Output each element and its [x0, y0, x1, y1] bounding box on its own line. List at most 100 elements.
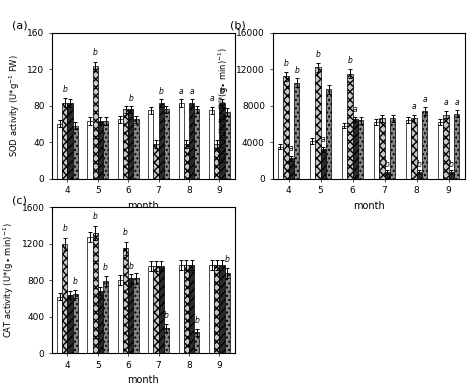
Bar	[347, 74, 353, 179]
Bar	[92, 233, 98, 353]
Bar	[148, 110, 154, 179]
Bar	[225, 273, 230, 353]
Bar	[422, 111, 428, 179]
Bar	[219, 103, 225, 179]
Bar	[98, 291, 103, 353]
Bar	[179, 265, 184, 353]
Text: b: b	[93, 48, 98, 57]
Bar	[194, 109, 200, 179]
Bar	[179, 103, 184, 179]
Bar	[342, 126, 347, 179]
Bar	[184, 144, 189, 179]
Text: b: b	[73, 277, 78, 286]
Bar	[159, 266, 164, 353]
Text: b: b	[62, 224, 67, 233]
Text: b: b	[294, 66, 299, 74]
Bar	[353, 119, 358, 179]
Bar	[87, 237, 92, 353]
Bar	[390, 118, 395, 179]
Bar	[87, 121, 92, 179]
Bar	[194, 332, 200, 353]
Bar	[417, 172, 422, 179]
Bar	[209, 265, 214, 353]
Text: b: b	[417, 159, 422, 169]
Bar	[209, 110, 214, 179]
Bar	[154, 266, 159, 353]
Bar	[164, 109, 169, 179]
Text: b: b	[449, 159, 454, 169]
Bar	[438, 122, 443, 179]
Bar	[123, 109, 128, 179]
Text: b: b	[103, 263, 108, 272]
Bar	[67, 295, 73, 353]
Bar	[289, 159, 294, 179]
Bar	[67, 103, 73, 179]
Bar	[283, 76, 289, 179]
Text: b: b	[159, 88, 164, 96]
Text: b: b	[123, 228, 128, 237]
Bar	[118, 280, 123, 353]
Text: b: b	[385, 159, 390, 169]
Bar	[159, 103, 164, 179]
Bar	[118, 119, 123, 179]
Bar	[128, 278, 133, 353]
Bar	[189, 265, 194, 353]
Text: b: b	[93, 212, 98, 221]
Bar	[411, 118, 417, 179]
Bar	[225, 112, 230, 179]
Bar	[154, 144, 159, 179]
Bar	[123, 248, 128, 353]
Bar	[384, 172, 390, 179]
Text: (b): (b)	[230, 21, 246, 31]
Text: b: b	[283, 59, 288, 68]
Y-axis label: SOD activity (U*g$^{-1}$ FW): SOD activity (U*g$^{-1}$ FW)	[7, 54, 22, 157]
Bar	[315, 67, 320, 179]
Text: b: b	[315, 50, 320, 59]
Text: b: b	[128, 262, 133, 271]
Bar	[326, 89, 331, 179]
Y-axis label: CAT activity (U*(g$\bullet$ min)$^{-1}$): CAT activity (U*(g$\bullet$ min)$^{-1}$)	[1, 223, 16, 338]
X-axis label: month: month	[353, 201, 384, 211]
Text: b: b	[219, 88, 225, 96]
Text: b: b	[128, 94, 133, 103]
Bar	[454, 114, 459, 179]
Bar	[92, 66, 98, 179]
Text: b: b	[225, 255, 229, 264]
Bar	[374, 122, 379, 179]
Text: b: b	[164, 311, 169, 320]
Bar	[164, 328, 169, 353]
Text: a: a	[321, 135, 326, 144]
Bar	[214, 144, 219, 179]
Y-axis label: POD activity (U*(g$\bullet$ min)$^{-1}$): POD activity (U*(g$\bullet$ min)$^{-1}$)	[216, 47, 231, 164]
Bar	[133, 119, 138, 179]
Bar	[103, 281, 108, 353]
Text: (a): (a)	[12, 21, 27, 31]
Bar	[219, 265, 225, 353]
Bar	[294, 83, 300, 179]
Text: a: a	[411, 102, 416, 111]
Bar	[184, 265, 189, 353]
X-axis label: month: month	[128, 376, 159, 384]
Bar	[103, 121, 108, 179]
Text: a: a	[189, 86, 194, 96]
Bar	[57, 297, 62, 353]
Bar	[310, 141, 315, 179]
Bar	[358, 120, 364, 179]
Text: (c): (c)	[12, 196, 27, 206]
Text: b: b	[347, 56, 352, 65]
Text: a: a	[455, 98, 459, 106]
Bar	[62, 244, 67, 353]
Text: a: a	[353, 105, 357, 114]
Bar	[443, 115, 448, 179]
Text: b: b	[62, 85, 67, 94]
Bar	[448, 172, 454, 179]
Bar	[148, 266, 154, 353]
Bar	[73, 126, 78, 179]
Bar	[278, 147, 283, 179]
Text: a: a	[444, 98, 448, 108]
Text: a: a	[422, 95, 427, 104]
Bar	[406, 120, 411, 179]
Text: b: b	[194, 316, 199, 326]
Bar	[214, 265, 219, 353]
Text: a: a	[289, 144, 293, 153]
